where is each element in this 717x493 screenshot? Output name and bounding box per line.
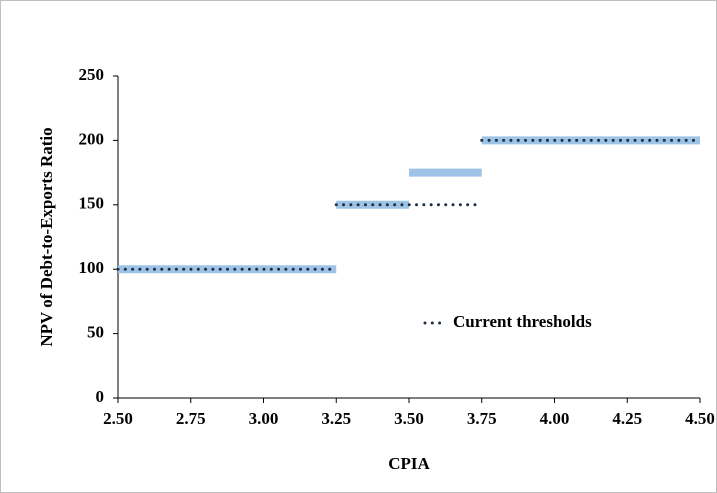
x-tick-label: 4.25 <box>612 409 642 428</box>
y-tick-label: 50 <box>87 323 104 342</box>
x-tick-label: 3.75 <box>467 409 497 428</box>
x-tick-label: 3.00 <box>249 409 279 428</box>
y-tick-label: 200 <box>79 129 105 148</box>
y-tick-label: 250 <box>79 65 105 84</box>
x-tick-label: 2.75 <box>176 409 206 428</box>
y-tick-label: 100 <box>79 258 105 277</box>
legend-label: Current thresholds <box>453 312 592 331</box>
x-tick-label: 4.50 <box>685 409 715 428</box>
x-tick-label: 4.00 <box>540 409 570 428</box>
x-tick-label: 3.50 <box>394 409 424 428</box>
x-tick-label: 3.25 <box>321 409 351 428</box>
x-axis-label: CPIA <box>388 454 430 473</box>
y-axis-label: NPV of Debt-to-Exports Ratio <box>37 127 56 346</box>
y-tick-label: 0 <box>96 387 105 406</box>
x-tick-label: 2.50 <box>103 409 133 428</box>
series-line <box>116 138 702 271</box>
y-tick-label: 150 <box>79 194 105 213</box>
